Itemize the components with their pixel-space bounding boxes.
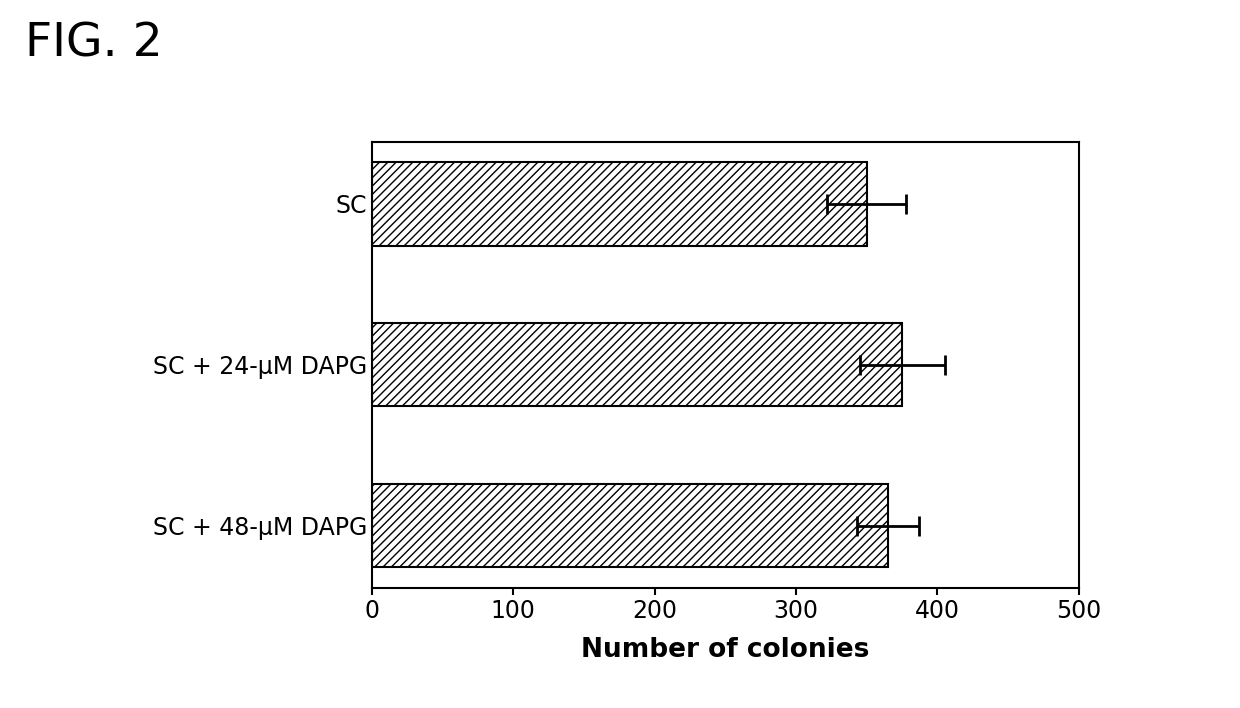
Text: FIG. 2: FIG. 2 bbox=[25, 21, 162, 67]
Bar bbox=[372, 323, 903, 406]
X-axis label: Number of colonies: Number of colonies bbox=[582, 637, 869, 663]
Bar bbox=[372, 484, 888, 567]
Bar bbox=[372, 162, 867, 246]
